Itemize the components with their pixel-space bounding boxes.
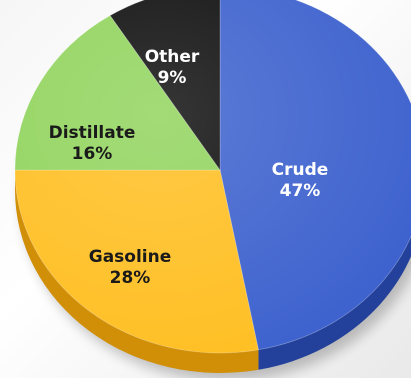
slice-label-crude: Crude bbox=[272, 160, 329, 180]
slice-value-gasoline: 28% bbox=[110, 268, 151, 288]
slice-value-distillate: 16% bbox=[72, 144, 113, 164]
slice-label-gasoline: Gasoline bbox=[89, 247, 172, 267]
slice-label-distillate: Distillate bbox=[49, 123, 136, 143]
slice-value-other: 9% bbox=[158, 68, 187, 88]
slice-label-other: Other bbox=[145, 47, 200, 67]
slice-value-crude: 47% bbox=[280, 181, 321, 201]
